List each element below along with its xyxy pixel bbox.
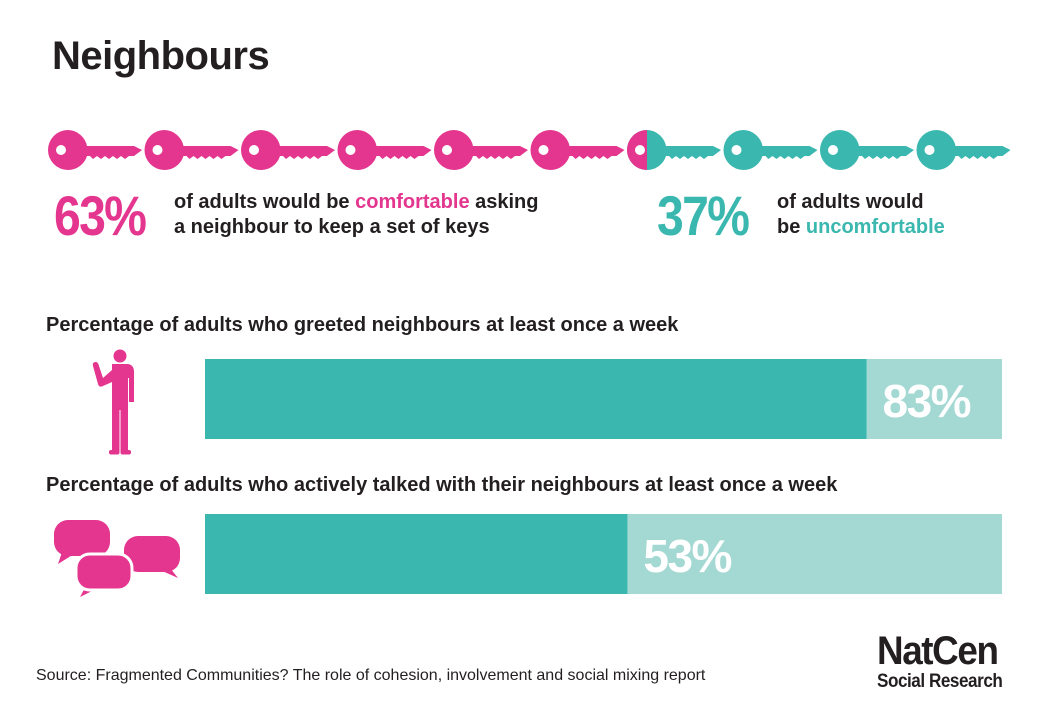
uncomfortable-text-line1: of adults would — [777, 191, 924, 213]
natcen-logo-subtitle: Social Research — [877, 671, 1003, 692]
uncomfortable-text-prefix: be — [777, 216, 806, 238]
uncomfortable-highlight: uncomfortable — [805, 216, 945, 238]
comfortable-text: of adults would be comfortable asking a … — [174, 190, 594, 240]
talked-bar-chart: 53% — [205, 514, 1002, 594]
key-icon — [916, 130, 1011, 170]
key-icon — [627, 130, 721, 170]
comfortable-percent: 63% — [54, 184, 147, 247]
person-waving-icon — [92, 349, 134, 455]
natcen-logo: NatCen — [877, 629, 999, 673]
comfortable-highlight: comfortable — [355, 191, 470, 213]
comfortable-text-after: asking — [469, 191, 539, 213]
source-note: Source: Fragmented Communities? The role… — [36, 667, 706, 684]
greeted-value-label: 83% — [883, 375, 971, 427]
talked-bar-fill — [205, 514, 628, 594]
key-icon — [723, 130, 818, 170]
page-title: Neighbours — [52, 34, 270, 78]
key-icon — [144, 130, 239, 170]
key-icon — [434, 130, 528, 170]
key-icon — [48, 130, 142, 170]
keys-row — [48, 130, 1011, 170]
key-icon — [530, 130, 625, 170]
speech-bubbles-icon — [54, 520, 180, 597]
uncomfortable-percent: 37% — [657, 184, 750, 247]
key-icon — [241, 130, 335, 170]
comfortable-text-line2: a neighbour to keep a set of keys — [174, 216, 490, 238]
greeted-chart-title: Percentage of adults who greeted neighbo… — [46, 314, 679, 336]
uncomfortable-text: of adults would be uncomfortable — [777, 190, 1017, 240]
talked-chart-title: Percentage of adults who actively talked… — [46, 474, 838, 496]
greeted-bar-chart: 83% — [205, 359, 1002, 439]
key-icon — [337, 130, 432, 170]
comfortable-text-before: of adults would be — [174, 191, 356, 213]
key-icon — [820, 130, 914, 170]
talked-value-label: 53% — [643, 530, 731, 582]
greeted-bar-fill — [205, 359, 867, 439]
